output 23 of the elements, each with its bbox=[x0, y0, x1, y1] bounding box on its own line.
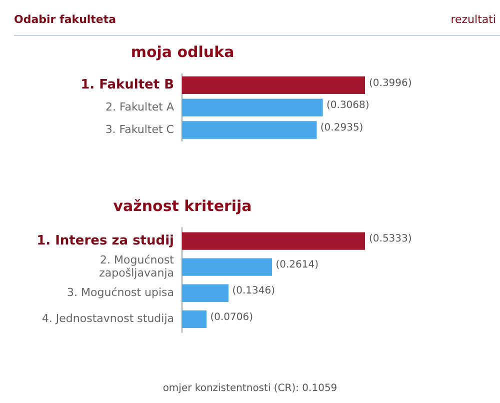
data-label: (0.2614) bbox=[276, 260, 319, 271]
y-tick-label: 1. Interes za studij bbox=[36, 233, 174, 248]
y-tick-label: 2. Fakultet A bbox=[105, 100, 174, 114]
data-label: (0.5333) bbox=[369, 234, 412, 245]
chart-title: moja odluka bbox=[130, 42, 234, 61]
data-label: (0.0706) bbox=[210, 312, 254, 323]
text: rezultati bbox=[450, 13, 496, 26]
y-tick-label: 3. Mogućnost upisa bbox=[67, 286, 174, 299]
y-tick-label: 4. Jednostavnost studija bbox=[42, 312, 174, 326]
bar bbox=[182, 284, 229, 302]
bar bbox=[182, 258, 272, 276]
text: omjer konzistentnosti (CR): 0.1059 bbox=[162, 383, 338, 394]
y-tick-label: 1. Fakultet B bbox=[80, 78, 174, 93]
data-label: (0.1346) bbox=[232, 286, 276, 297]
bar bbox=[182, 310, 207, 328]
data-label: (0.2935) bbox=[320, 122, 364, 134]
data-label: (0.3068) bbox=[326, 100, 370, 112]
bar bbox=[182, 232, 365, 250]
y-tick-label: 2. Mogućnost zapošljavanja bbox=[99, 253, 175, 280]
chart-title: važnost kriterija bbox=[113, 196, 252, 215]
y-tick-label: 3. Fakultet C bbox=[105, 122, 174, 136]
data-label: (0.3996) bbox=[369, 78, 412, 89]
text: Odabir fakulteta bbox=[14, 13, 116, 26]
